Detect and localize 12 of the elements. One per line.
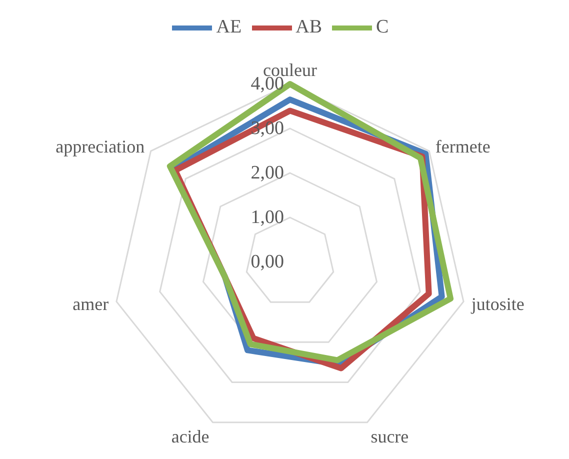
y-tick-label: 0,00 bbox=[250, 252, 284, 272]
spoke-label: appreciation bbox=[56, 136, 145, 156]
legend-label: AE bbox=[216, 16, 242, 38]
y-tick-label: 2,00 bbox=[250, 162, 284, 184]
y-tick-label: 1,00 bbox=[250, 207, 284, 228]
legend-label: C bbox=[376, 16, 389, 38]
spoke-label: sucre bbox=[370, 426, 409, 446]
spoke-label: jutosite bbox=[470, 294, 524, 314]
spoke-label: amer bbox=[72, 294, 109, 314]
spoke-label: acide bbox=[171, 426, 210, 446]
spoke-label: fermete bbox=[435, 136, 490, 156]
legend-label: AB bbox=[296, 16, 322, 38]
